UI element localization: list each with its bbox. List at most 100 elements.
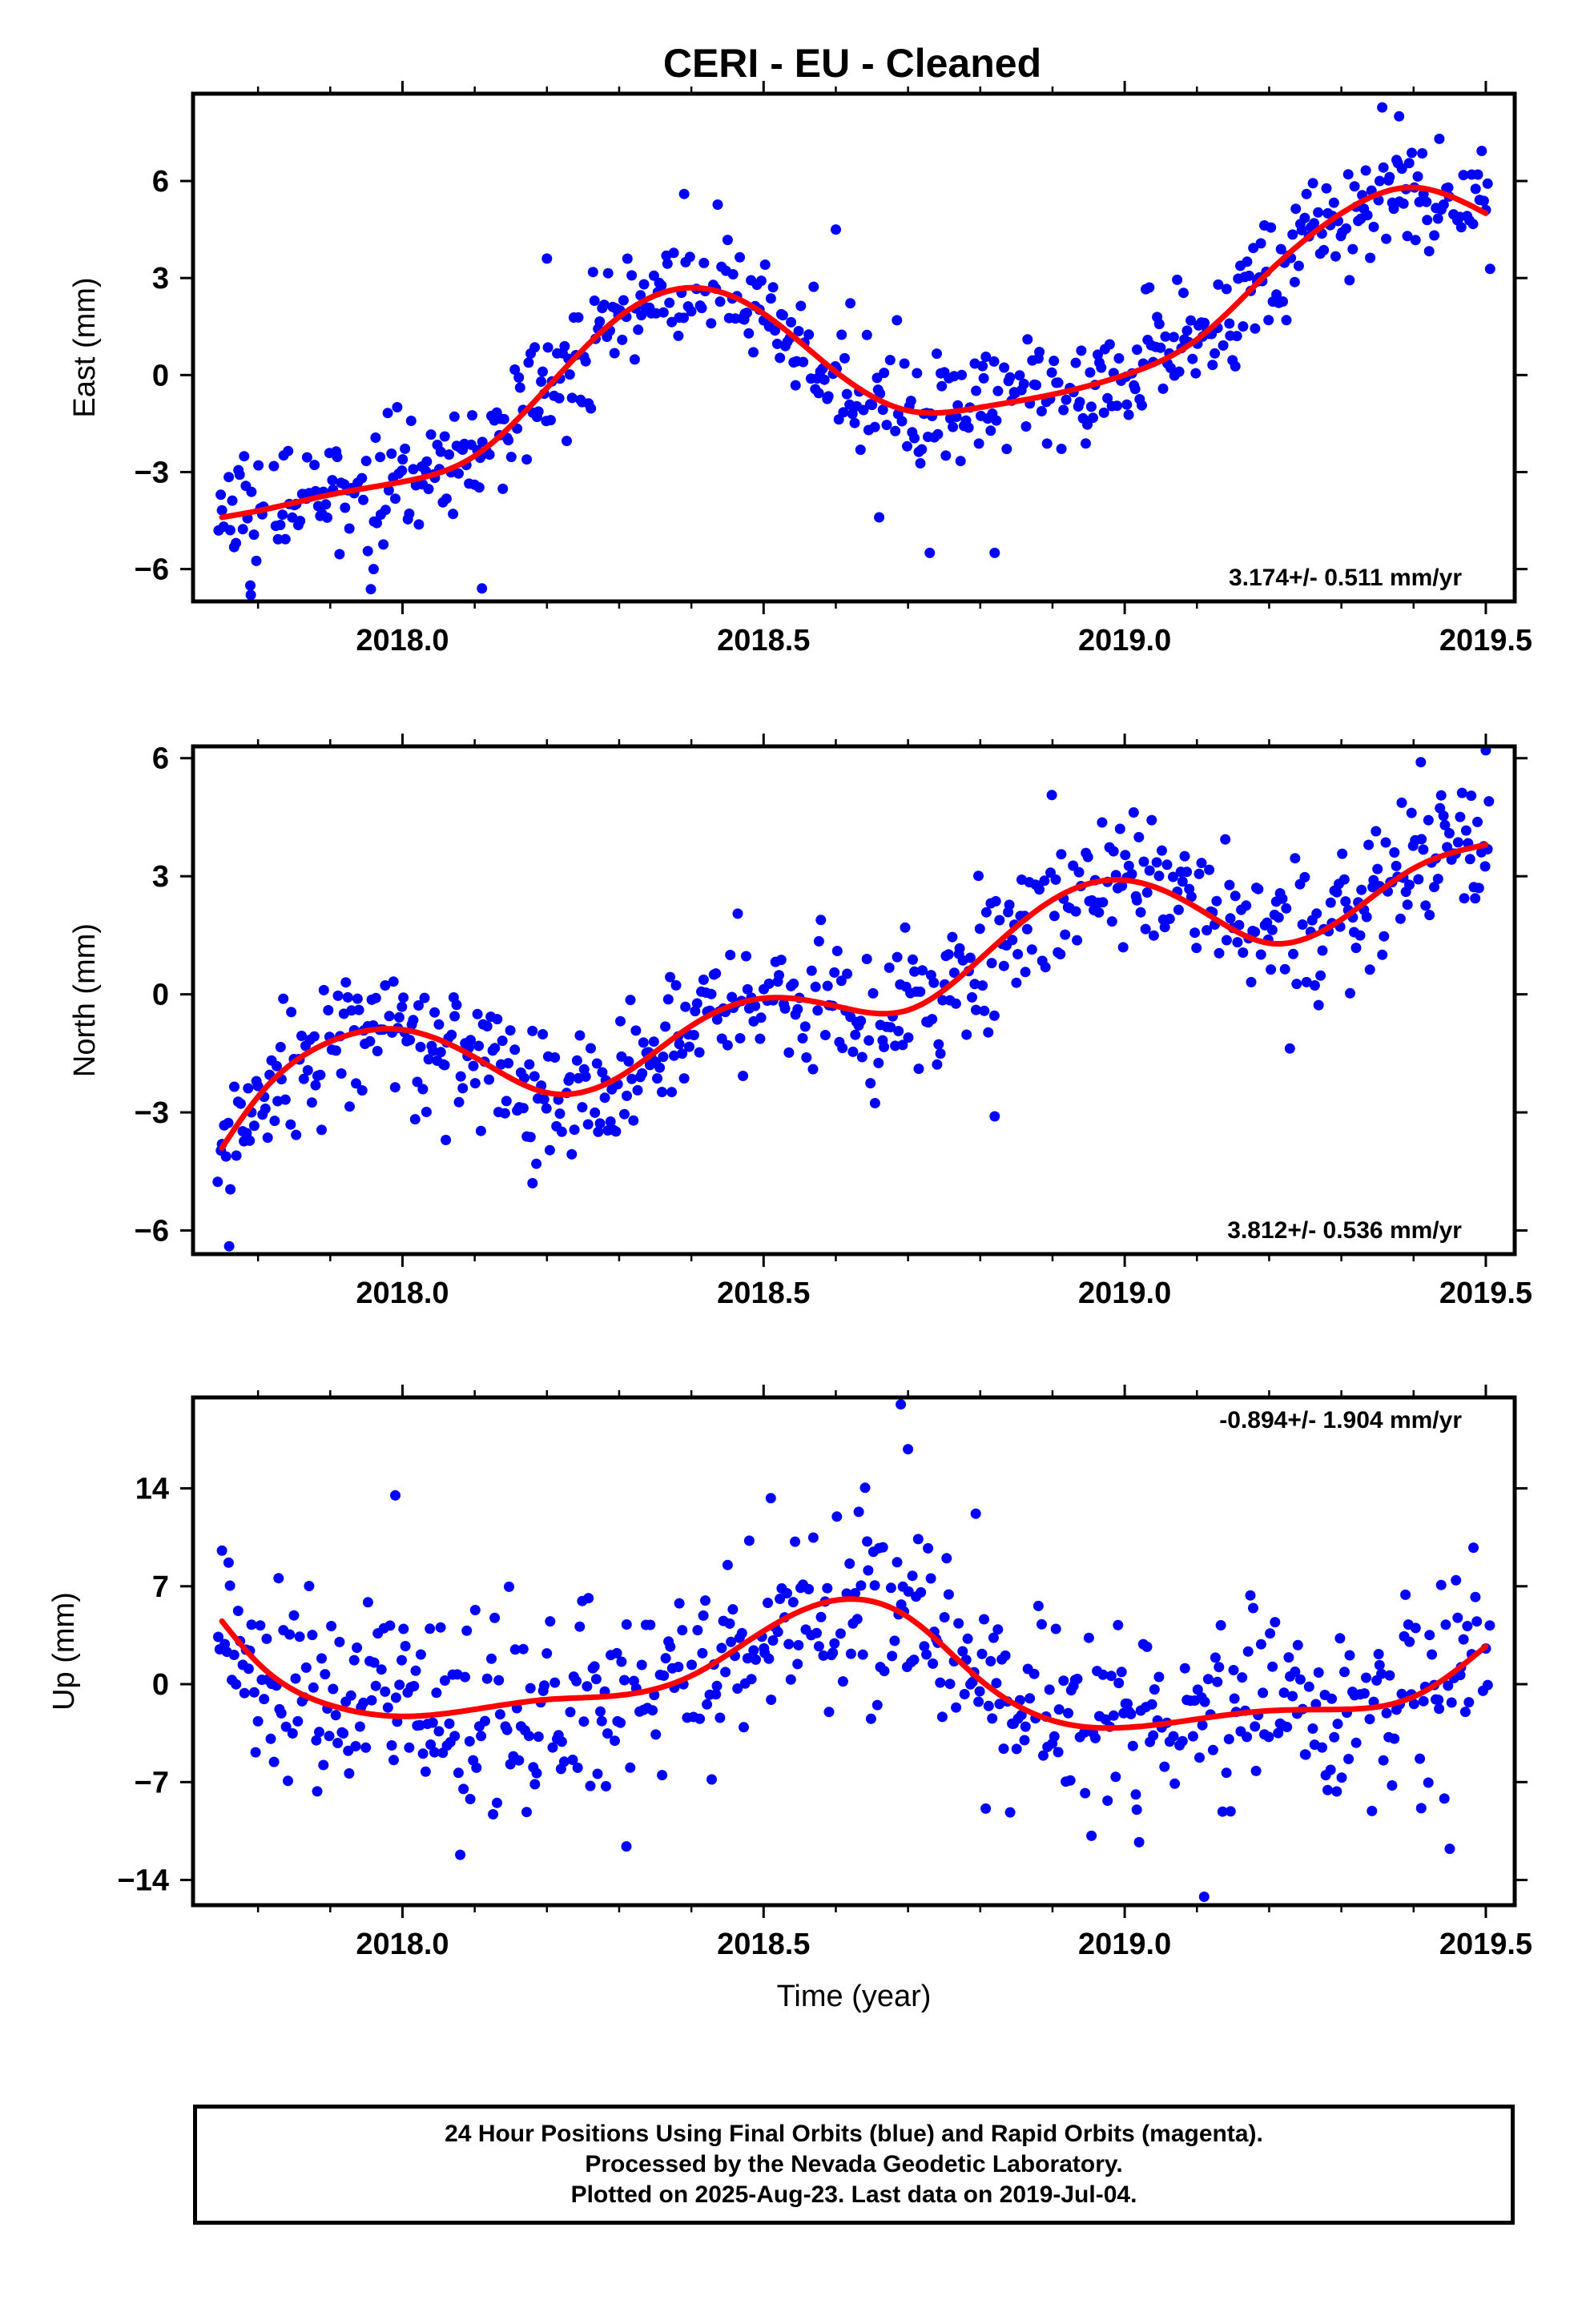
up-data-point	[556, 1736, 567, 1747]
up-data-point	[1050, 1623, 1061, 1634]
north-data-point	[1177, 876, 1188, 887]
north-data-point	[979, 1005, 990, 1016]
up-data-point	[619, 1675, 630, 1686]
up-data-point	[287, 1728, 298, 1739]
east-data-point	[849, 417, 860, 428]
up-data-point	[1290, 1667, 1301, 1677]
east-data-point	[362, 545, 373, 557]
north-data-point	[308, 1031, 320, 1042]
north-data-point	[1456, 787, 1467, 798]
up-data-point	[1049, 1731, 1060, 1742]
up-data-point	[239, 1687, 250, 1699]
east-data-point	[404, 509, 415, 519]
up-data-point	[350, 1741, 361, 1751]
up-data-point	[318, 1759, 329, 1771]
north-data-point	[1404, 879, 1415, 891]
up-data-point	[1336, 1772, 1347, 1783]
east-data-point	[793, 326, 804, 336]
east-data-point	[678, 312, 689, 324]
north-data-point	[750, 1000, 761, 1011]
east-data-point	[1313, 207, 1324, 218]
north-x-tick-label: 2019.0	[1078, 1277, 1171, 1310]
east-data-point	[237, 524, 248, 535]
north-data-point	[1181, 866, 1193, 878]
up-data-point	[314, 1727, 324, 1738]
up-data-point	[694, 1713, 706, 1724]
up-data-point	[504, 1581, 514, 1592]
up-data-point	[983, 1700, 994, 1711]
east-data-point	[1004, 372, 1016, 383]
north-data-point	[654, 1062, 666, 1073]
up-data-point	[384, 1620, 396, 1631]
east-data-point	[1434, 133, 1445, 144]
up-data-point	[481, 1673, 493, 1684]
east-data-point	[1296, 224, 1307, 235]
up-data-point	[1053, 1747, 1064, 1758]
north-data-point	[865, 1078, 876, 1089]
north-data-point	[380, 980, 391, 991]
up-data-point	[907, 1570, 918, 1582]
up-data-point	[879, 1666, 890, 1677]
up-data-point	[973, 1696, 984, 1707]
north-data-point	[441, 1135, 452, 1145]
up-data-point	[835, 1628, 846, 1639]
east-data-point	[1381, 233, 1392, 244]
north-data-point	[873, 1057, 884, 1068]
up-data-point	[427, 1717, 438, 1728]
up-data-point	[476, 1731, 487, 1742]
north-data-point	[465, 1035, 476, 1046]
north-data-point	[529, 1071, 540, 1082]
east-data-point	[413, 519, 425, 530]
up-data-point	[431, 1687, 442, 1699]
north-data-point	[260, 1104, 271, 1114]
up-data-point	[616, 1656, 627, 1667]
up-y-tick-label: 14	[135, 1473, 169, 1506]
up-data-point	[1215, 1620, 1226, 1630]
up-data-point	[903, 1586, 914, 1597]
up-data-point	[1415, 1803, 1427, 1814]
north-data-point	[950, 998, 961, 1009]
north-data-point	[1097, 817, 1108, 828]
north-data-point	[509, 1044, 521, 1055]
up-data-point	[959, 1689, 970, 1699]
east-data-point	[368, 564, 379, 575]
north-data-point	[1299, 871, 1310, 883]
up-data-point	[994, 1699, 1005, 1710]
north-data-point	[977, 980, 988, 991]
north-data-point	[417, 1084, 429, 1095]
north-data-point	[527, 1025, 538, 1036]
north-data-point	[278, 993, 289, 1004]
north-data-point	[856, 1051, 867, 1063]
up-data-point	[673, 1662, 684, 1672]
east-data-point	[771, 338, 783, 349]
north-data-point	[280, 1094, 291, 1105]
north-data-point	[711, 1014, 723, 1025]
north-data-point	[842, 968, 853, 979]
north-data-point	[831, 946, 843, 956]
east-data-point	[678, 188, 690, 199]
up-data-point	[1225, 1806, 1236, 1817]
north-data-point	[1429, 882, 1439, 893]
panel-north: 2018.0 2018.5 2019.0 2019.5 −6 −3 0 3 6 North (mm…	[68, 734, 1532, 1310]
north-data-point	[489, 1043, 501, 1054]
north-data-point	[897, 1039, 908, 1051]
up-data-point	[493, 1675, 505, 1686]
east-data-point	[991, 415, 1002, 426]
east-data-point	[405, 416, 417, 426]
north-data-point	[499, 1108, 510, 1119]
up-data-point	[1116, 1667, 1127, 1678]
up-data-point	[1110, 1771, 1121, 1783]
up-data-point	[362, 1597, 373, 1608]
north-data-point	[1473, 883, 1484, 894]
up-data-point	[1435, 1579, 1447, 1590]
up-data-point	[700, 1595, 710, 1606]
north-data-point	[788, 978, 799, 989]
north-data-point	[484, 1074, 494, 1085]
north-data-point	[469, 1078, 481, 1089]
up-data-point	[338, 1728, 349, 1739]
north-data-point	[421, 1107, 432, 1117]
north-data-point	[286, 1007, 297, 1018]
up-data-point	[736, 1627, 747, 1638]
up-data-point	[855, 1580, 867, 1591]
up-data-point	[775, 1594, 786, 1604]
